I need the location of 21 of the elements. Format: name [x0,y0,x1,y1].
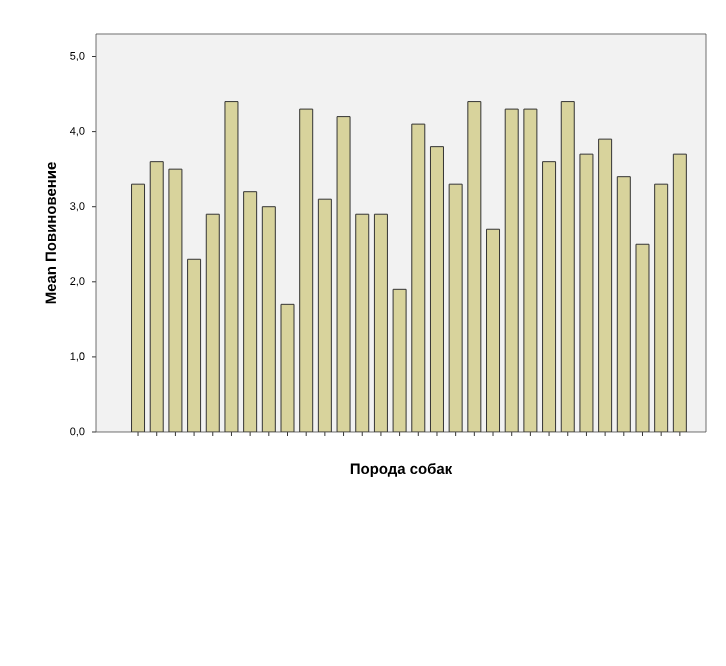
bar [486,228,501,432]
bar [654,183,669,432]
bar [429,146,444,432]
bar [149,161,164,432]
bar [542,161,557,432]
bar [467,101,482,432]
bar [355,213,370,432]
bar [411,123,426,432]
bar [131,183,146,432]
bar [672,153,687,432]
bar [243,191,258,432]
bar [261,206,276,432]
bar [504,108,519,432]
bar [560,101,575,432]
bar [373,213,388,432]
bar [299,108,314,432]
bar [598,138,613,432]
bar [205,213,220,432]
bar [317,198,332,432]
bar [187,258,202,432]
bar [616,176,631,432]
